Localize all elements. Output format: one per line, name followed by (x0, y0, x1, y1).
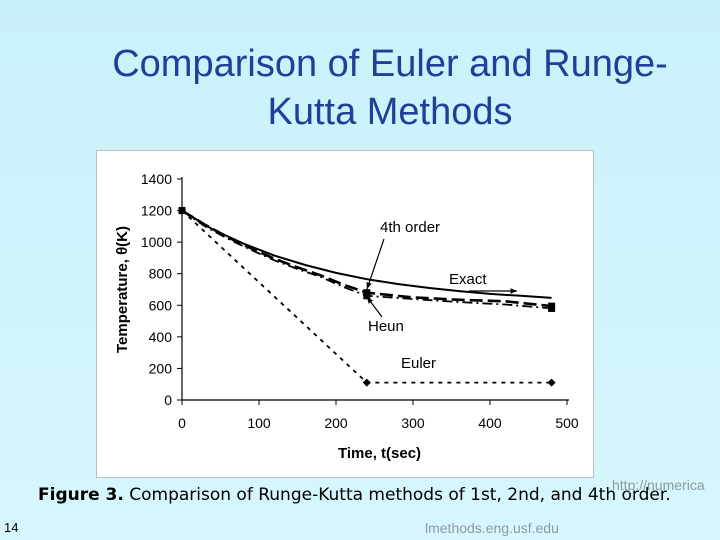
x-tick-label: 300 (401, 415, 425, 431)
figure-panel: Time, t(sec) Temperature, θ(K) 0 200 400 600… (96, 150, 594, 478)
series-marker-heun (548, 304, 556, 312)
temperature-chart: Time, t(sec) Temperature, θ(K) 0 200 400 600… (114, 171, 579, 462)
series-marker-euler (178, 206, 186, 215)
x-tick-label: 100 (247, 415, 271, 431)
slide-number: 14 (4, 520, 19, 535)
y-tick-label: 600 (149, 297, 173, 313)
y-tick-label: 1200 (141, 203, 172, 219)
series-marker-euler (547, 378, 556, 387)
annotation-4th-order-arrow-head (366, 282, 372, 289)
slide-title-line-1: Comparison of Euler and Runge- (112, 43, 668, 85)
series-marker-euler (362, 378, 371, 387)
x-axis-title: Time, t(sec) (338, 445, 421, 462)
caption-text: Comparison of Runge-Kutta methods of 1st… (123, 485, 671, 505)
slide-title: Comparison of Euler and Runge- Kutta Met… (60, 40, 720, 136)
y-tick-label: 0 (164, 392, 172, 408)
x-tick-label: 200 (324, 415, 348, 431)
series-marker-heun (363, 292, 371, 300)
y-tick-label: 400 (149, 329, 173, 345)
y-tick-label: 200 (149, 360, 173, 376)
x-tick-label: 400 (478, 415, 502, 431)
slide-title-line-2: Kutta Methods (267, 91, 513, 133)
annotation-exact: Exact (449, 271, 487, 288)
annotation-euler: Euler (401, 355, 436, 372)
footer-url-part-2: lmethods.eng.usf.edu (425, 520, 559, 536)
series-line-exact (181, 209, 552, 299)
x-tick-label: 0 (178, 415, 186, 431)
y-tick-label: 800 (149, 266, 173, 282)
annotation-4th-order-arrow (366, 238, 385, 290)
caption-label: Figure 3. (38, 485, 124, 505)
series-line-heun (181, 209, 552, 310)
figure-caption: Figure 3. Comparison of Runge-Kutta meth… (38, 485, 671, 505)
annotation-heun: Heun (368, 318, 404, 335)
series-line-4th-order (181, 209, 552, 308)
y-tick-label: 1000 (141, 234, 172, 250)
x-tick-label: 500 (555, 415, 579, 431)
annotation-4th-order: 4th order (380, 219, 440, 236)
y-axis-title: Temperature, θ(K) (114, 226, 131, 353)
footer-url-part-1: http://numerica (612, 477, 705, 493)
annotation-exact-arrow-head (510, 288, 517, 294)
y-tick-label: 1400 (141, 171, 172, 187)
annotation-heun-arrow-head (367, 297, 374, 304)
